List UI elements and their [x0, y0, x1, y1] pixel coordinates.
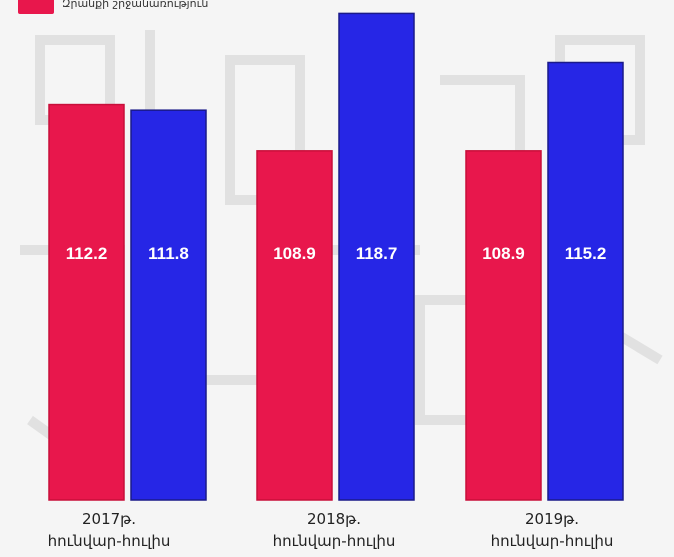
category-label-2018: 2018թ. հունվար-հուլիս [254, 508, 414, 552]
bar-blue-1 [338, 12, 415, 501]
category-period: հունվար-հուլիս [490, 532, 614, 550]
category-label-2017: 2017թ. հունվար-հուլիս [29, 508, 189, 552]
bar-value-label: 118.7 [356, 244, 398, 263]
bar-value-label: 112.2 [66, 244, 108, 263]
bar-value-label: 111.8 [148, 244, 189, 263]
category-year: 2019թ. [524, 510, 580, 528]
legend-label: Զրանքի շրջանառություն [62, 0, 209, 10]
category-year: 2017թ. [81, 510, 137, 528]
bar-value-label: 108.9 [273, 244, 316, 263]
category-period: հունվար-հուլիս [47, 532, 171, 550]
bar-red-1 [256, 150, 333, 501]
category-label-2019: 2019թ. հունվար-հուլիս [472, 508, 632, 552]
category-period: հունվար-հուլիս [272, 532, 396, 550]
category-year: 2018թ. [306, 510, 362, 528]
bar-blue-2 [547, 61, 624, 501]
bar-value-label: 115.2 [565, 244, 607, 263]
legend-swatch [18, 0, 54, 14]
bar-blue-0 [130, 109, 207, 501]
bar-red-0 [48, 103, 125, 501]
bar-value-label: 108.9 [482, 244, 525, 263]
bar-red-2 [465, 150, 542, 501]
legend: Զրանքի շրջանառություն [18, 0, 208, 14]
